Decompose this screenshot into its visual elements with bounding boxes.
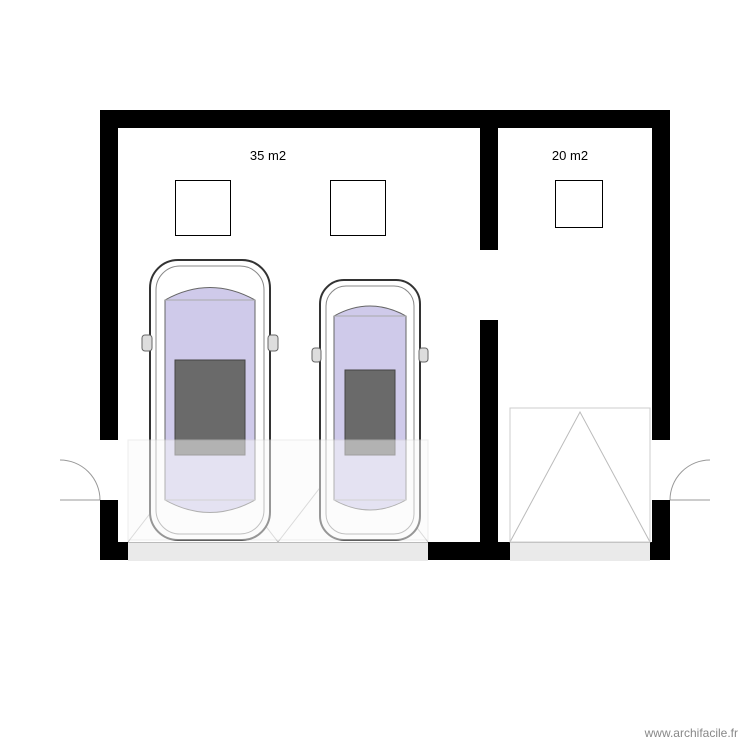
- floor-slab-left: [128, 440, 428, 540]
- floorplan-canvas: 35 m2 20 m2: [0, 0, 750, 750]
- watermark: www.archifacile.fr: [645, 726, 738, 740]
- vector-layer: [0, 0, 750, 750]
- swing-door-right: [670, 460, 710, 500]
- garage-door-right-peaks: [510, 408, 650, 542]
- swing-door-left: [60, 460, 100, 500]
